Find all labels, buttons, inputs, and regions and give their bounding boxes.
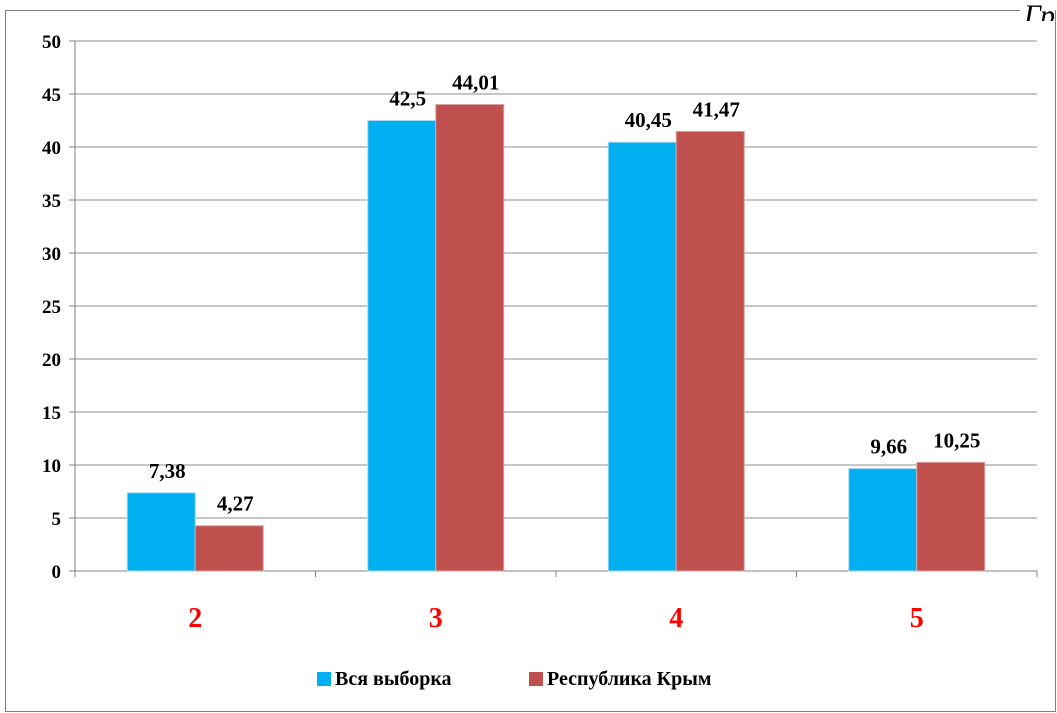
y-tick-label: 40 xyxy=(42,138,61,159)
y-tick-label: 50 xyxy=(42,32,61,53)
legend-swatch xyxy=(529,672,543,686)
y-tick-label: 20 xyxy=(42,350,61,371)
bar-series2 xyxy=(675,130,745,572)
data-label: 4,27 xyxy=(217,492,254,516)
category-label: 3 xyxy=(429,603,443,634)
bar-series1 xyxy=(126,492,196,572)
bar-series1 xyxy=(607,141,677,572)
data-label: 44,01 xyxy=(452,70,499,94)
bar-series2 xyxy=(435,103,505,572)
y-tick-label: 15 xyxy=(42,403,61,424)
data-label: 10,25 xyxy=(933,428,980,452)
bar-series1 xyxy=(367,120,437,572)
data-label: 40,45 xyxy=(625,108,672,132)
category-label: 2 xyxy=(188,603,202,634)
bar-series1 xyxy=(848,468,918,572)
bar-series2 xyxy=(916,461,986,572)
y-tick-label: 35 xyxy=(42,191,61,212)
y-tick-label: 0 xyxy=(52,562,62,583)
y-tick-label: 5 xyxy=(52,509,62,530)
category-label: 5 xyxy=(910,603,924,634)
category-label: 4 xyxy=(669,603,683,634)
data-label: 42,5 xyxy=(389,87,426,111)
chart-frame: Гр xyxy=(5,0,1056,712)
y-tick-label: 30 xyxy=(42,244,61,265)
y-tick-label: 45 xyxy=(42,85,61,106)
y-tick-label: 10 xyxy=(42,456,61,477)
legend-label: Республика Крым xyxy=(547,668,712,690)
legend-swatch xyxy=(317,672,331,686)
data-label: 41,47 xyxy=(693,97,740,121)
legend-label: Вся выборка xyxy=(335,668,452,690)
data-label: 9,66 xyxy=(870,435,907,459)
corner-text: Гр xyxy=(1019,0,1055,21)
bar-series2 xyxy=(194,525,264,572)
y-tick-label: 25 xyxy=(42,297,61,318)
data-label: 7,38 xyxy=(149,459,186,483)
